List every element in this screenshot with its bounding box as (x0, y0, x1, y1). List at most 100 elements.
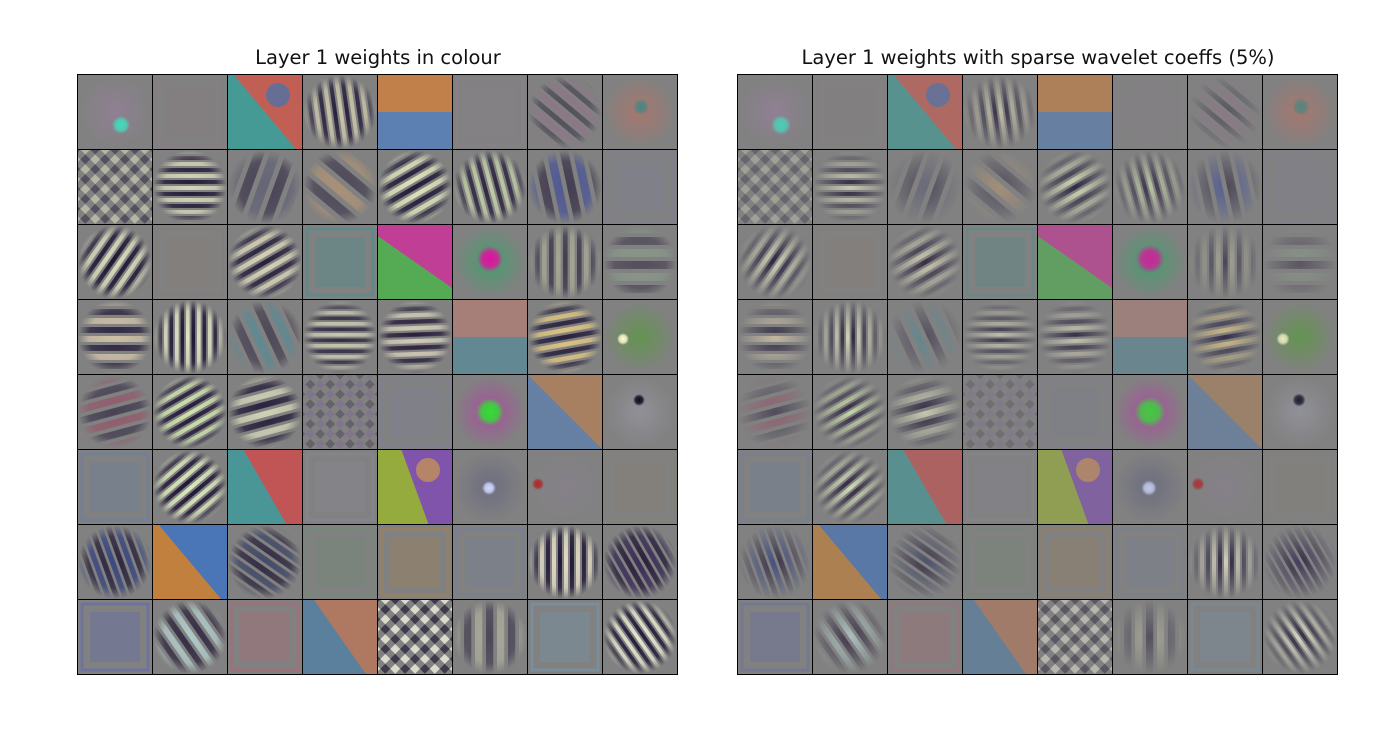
right-filter-tile (738, 75, 812, 149)
left-filter-tile (153, 600, 227, 674)
right-filter-image (738, 450, 812, 524)
left-filter-tile (603, 225, 677, 299)
left-filter-image (603, 225, 677, 299)
right-filter-image (813, 150, 887, 224)
right-filter-tile (1113, 525, 1187, 599)
left-filter-tile (303, 525, 377, 599)
left-filter-tile (453, 375, 527, 449)
right-filter-tile (1113, 450, 1187, 524)
right-filter-tile (1113, 75, 1187, 149)
right-filter-tile (1188, 75, 1262, 149)
left-filter-image (78, 375, 152, 449)
left-filter-image (603, 300, 677, 374)
right-filter-tile (813, 450, 887, 524)
right-filter-image (1113, 75, 1187, 149)
right-filter-tile (813, 525, 887, 599)
right-filter-image (1263, 600, 1337, 674)
left-filter-image (78, 600, 152, 674)
right-filter-image (813, 300, 887, 374)
right-filter-tile (1188, 525, 1262, 599)
left-filter-tile (228, 300, 302, 374)
left-filter-image (453, 600, 527, 674)
left-filter-tile (303, 75, 377, 149)
left-filter-image (453, 75, 527, 149)
right-filter-tile (1038, 150, 1112, 224)
right-filter-tile (963, 450, 1037, 524)
left-filter-tile (453, 450, 527, 524)
right-filter-image (1188, 150, 1262, 224)
left-filter-image (453, 150, 527, 224)
left-filter-tile (603, 525, 677, 599)
left-filter-image (153, 150, 227, 224)
right-panel: Layer 1 weights with sparse wavelet coef… (737, 44, 1339, 675)
left-filter-image (153, 300, 227, 374)
right-filter-image (738, 150, 812, 224)
right-filter-tile (738, 600, 812, 674)
left-filter-image (78, 525, 152, 599)
right-filter-image (813, 225, 887, 299)
left-filter-tile (303, 600, 377, 674)
left-filter-tile (528, 600, 602, 674)
left-filter-image (603, 150, 677, 224)
left-filter-image (528, 525, 602, 599)
right-filter-tile (963, 525, 1037, 599)
right-filter-tile (1038, 375, 1112, 449)
left-filter-tile (453, 300, 527, 374)
left-filter-tile (303, 150, 377, 224)
left-filter-grid (77, 74, 678, 675)
right-filter-image (1263, 225, 1337, 299)
left-filter-image (78, 150, 152, 224)
right-filter-tile (963, 75, 1037, 149)
right-filter-tile (1263, 225, 1337, 299)
left-filter-image (453, 225, 527, 299)
right-filter-image (1188, 300, 1262, 374)
right-filter-tile (1113, 600, 1187, 674)
right-filter-image (1113, 600, 1187, 674)
left-filter-image (303, 600, 377, 674)
left-filter-tile (78, 150, 152, 224)
right-filter-image (1038, 450, 1112, 524)
right-filter-image (1113, 525, 1187, 599)
right-filter-image (888, 225, 962, 299)
right-filter-image (738, 225, 812, 299)
right-filter-tile (1263, 150, 1337, 224)
left-filter-image (153, 525, 227, 599)
left-filter-tile (603, 600, 677, 674)
left-filter-image (303, 225, 377, 299)
left-filter-tile (603, 300, 677, 374)
left-filter-tile (228, 525, 302, 599)
right-filter-tile (1263, 300, 1337, 374)
left-filter-image (603, 375, 677, 449)
right-filter-grid (737, 74, 1338, 675)
right-filter-tile (1113, 375, 1187, 449)
left-filter-tile (603, 450, 677, 524)
right-filter-tile (1263, 75, 1337, 149)
left-filter-tile (528, 75, 602, 149)
right-filter-tile (1188, 150, 1262, 224)
right-filter-image (963, 150, 1037, 224)
left-filter-image (78, 450, 152, 524)
right-filter-tile (813, 375, 887, 449)
right-filter-image (1038, 300, 1112, 374)
right-filter-tile (738, 450, 812, 524)
left-filter-image (453, 375, 527, 449)
left-filter-image (153, 375, 227, 449)
left-filter-image (228, 75, 302, 149)
left-filter-tile (528, 225, 602, 299)
left-filter-image (378, 450, 452, 524)
left-filter-image (303, 75, 377, 149)
left-filter-tile (453, 75, 527, 149)
left-filter-image (603, 525, 677, 599)
left-filter-tile (453, 600, 527, 674)
left-filter-image (228, 450, 302, 524)
left-filter-tile (603, 375, 677, 449)
left-filter-image (303, 450, 377, 524)
left-filter-image (303, 300, 377, 374)
right-filter-image (963, 75, 1037, 149)
left-filter-image (228, 525, 302, 599)
right-filter-tile (1038, 225, 1112, 299)
left-panel: Layer 1 weights in colour (77, 44, 679, 675)
left-filter-image (528, 450, 602, 524)
left-filter-image (228, 225, 302, 299)
right-filter-tile (813, 225, 887, 299)
